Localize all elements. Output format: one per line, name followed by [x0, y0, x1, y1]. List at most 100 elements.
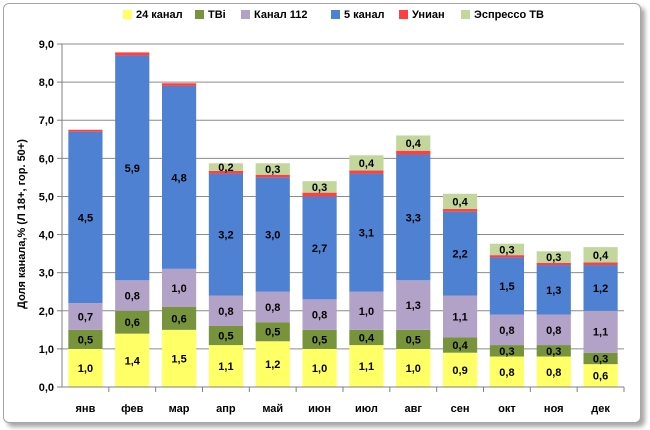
- data-label: 0,5: [218, 331, 233, 343]
- bar-segment-4: [583, 265, 618, 311]
- data-label: 0,3: [593, 353, 608, 365]
- legend-swatch: [123, 10, 132, 19]
- data-label: 0,6: [593, 371, 608, 383]
- bar-segment-3: [255, 291, 290, 323]
- data-label: 0,4: [406, 138, 422, 150]
- data-label: 0,3: [499, 244, 514, 256]
- data-label: 0,8: [546, 325, 561, 337]
- bar-segment-4: [396, 154, 431, 281]
- y-tick-label: 4,0: [39, 230, 54, 242]
- bar-segment-3: [349, 291, 384, 330]
- bar-segment-1: [302, 348, 337, 387]
- stacked-bar-chart: 24 канал ТВі Канал 112 5 канал Униан Эспрессо…: [16, 9, 625, 415]
- bar-segment-2: [536, 345, 571, 357]
- x-tick-label: фев: [121, 403, 144, 415]
- bar-segment-5: [349, 170, 384, 174]
- data-label: 3,0: [265, 230, 280, 242]
- data-label: 0,4: [359, 158, 375, 170]
- data-label: 1,3: [546, 285, 561, 297]
- data-label: 4,8: [171, 172, 186, 184]
- legend-label: Эспрессо ТВ: [474, 9, 544, 21]
- bar-segment-4: [302, 196, 337, 300]
- y-tick-label: 2,0: [39, 306, 54, 318]
- bar-segment-6: [489, 243, 525, 256]
- data-label: 1,5: [171, 353, 186, 365]
- bar-segment-1: [583, 364, 618, 387]
- axes: 0,0 1,0 2,0 3,0 4,0 5,0 6,0 7,0 8,0 9,0 янв фев мар а…: [39, 39, 625, 415]
- x-tick-label: янв: [76, 403, 96, 415]
- data-label: 0,3: [312, 182, 327, 194]
- bar-segment-6: [396, 135, 431, 151]
- x-tick-label: окт: [498, 403, 516, 415]
- bar-segment-2: [255, 322, 290, 342]
- bar-segment-2: [68, 329, 103, 349]
- data-label: 2,7: [312, 243, 327, 255]
- bar-segment-1: [396, 348, 431, 387]
- bar-segment-3: [536, 314, 571, 346]
- x-tick-label: ноя: [544, 403, 564, 415]
- bar-segment-3: [583, 310, 618, 353]
- y-axis-title: Доля канала,% (Л 18+, гор. 50+): [16, 139, 28, 309]
- data-label: 1,0: [359, 306, 374, 318]
- data-label: 1,0: [406, 363, 421, 375]
- bar-segment-5: [161, 83, 197, 86]
- data-label: 0,8: [218, 306, 233, 318]
- legend-label: Униан: [412, 9, 445, 21]
- data-label: 4,5: [78, 212, 93, 224]
- y-tick-label: 0,0: [39, 382, 54, 394]
- data-label: 0,4: [452, 196, 468, 208]
- bar-segment-1: [536, 356, 571, 387]
- legend-label: 24 канал: [136, 9, 183, 21]
- bar-segment-1: [208, 345, 244, 387]
- data-label: 0,4: [452, 340, 468, 352]
- data-label: 0,6: [171, 313, 186, 325]
- bar-segment-1: [255, 341, 290, 387]
- data-label: 0,8: [265, 302, 280, 314]
- data-label: 0,8: [546, 367, 561, 379]
- bar-segment-3: [442, 295, 478, 338]
- bar-segment-5: [255, 174, 290, 178]
- bar-segment-6: [583, 247, 618, 263]
- x-tick-label: май: [262, 403, 283, 415]
- bar-segment-1: [489, 356, 525, 387]
- legend-swatch: [461, 10, 470, 19]
- data-label: 1,1: [593, 327, 608, 339]
- data-label: 3,1: [359, 228, 374, 240]
- x-tick-label: сен: [451, 403, 470, 415]
- y-tick-label: 6,0: [39, 153, 54, 165]
- bar-segment-5: [536, 262, 571, 266]
- data-label: 0,4: [593, 250, 609, 262]
- data-label: 1,0: [312, 363, 327, 375]
- data-label: 0,9: [452, 365, 467, 377]
- bar-segment-5: [68, 129, 103, 132]
- legend-label: ТВі: [208, 9, 226, 21]
- bar-segment-3: [396, 280, 431, 330]
- data-label: 1,5: [499, 281, 514, 293]
- data-label: 1,0: [171, 283, 186, 295]
- data-label: 1,3: [406, 300, 421, 312]
- bar-segment-2: [442, 337, 478, 353]
- data-label: 1,0: [78, 363, 93, 375]
- data-label: 1,1: [359, 361, 374, 373]
- bar-segment-4: [208, 173, 244, 296]
- bar-segment-4: [255, 177, 290, 292]
- data-label: 0,8: [312, 310, 327, 322]
- bar-segment-4: [536, 265, 571, 315]
- x-tick-label: дек: [591, 403, 610, 415]
- x-tick-label: июл: [355, 403, 378, 415]
- bar-segment-6: [208, 163, 244, 171]
- bar-segment-2: [583, 352, 618, 365]
- bar-segment-6: [255, 163, 290, 175]
- data-label: 0,8: [499, 325, 514, 337]
- data-label: 5,9: [125, 163, 140, 175]
- x-tick-label: авг: [405, 403, 423, 415]
- bar-segment-3: [161, 268, 197, 307]
- bar-segment-6: [536, 251, 571, 263]
- bar-segment-1: [115, 333, 150, 387]
- gridlines: [62, 43, 624, 350]
- legend-swatch: [195, 10, 204, 19]
- bar-segment-4: [349, 173, 384, 292]
- data-label: 0,3: [265, 164, 280, 176]
- data-label: 2,2: [452, 249, 467, 261]
- legend-label: 5 канал: [344, 9, 385, 21]
